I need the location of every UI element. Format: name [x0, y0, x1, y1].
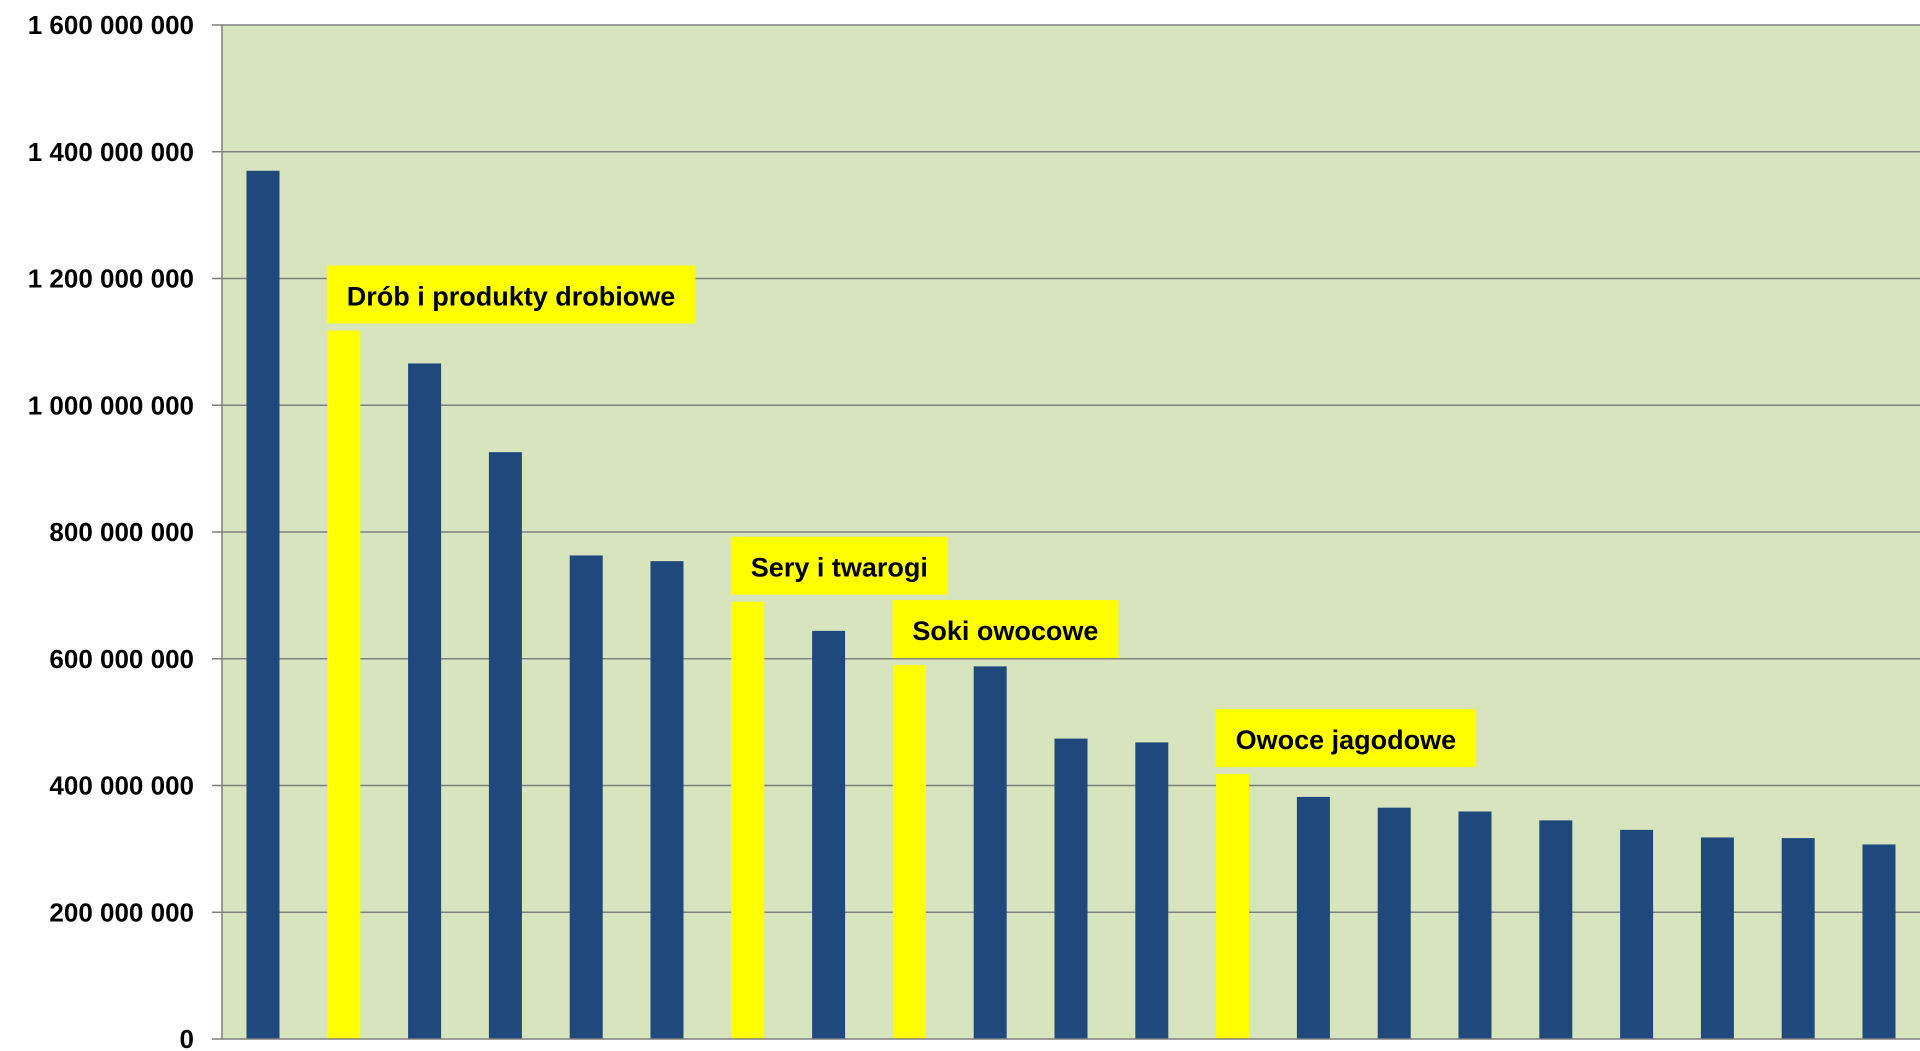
annotation-label: Owoce jagodowe	[1215, 709, 1477, 768]
bar	[408, 363, 442, 1039]
annotation-text: Owoce jagodowe	[1236, 725, 1457, 755]
annotation-box	[730, 536, 948, 595]
annotation-text: Soki owocowe	[912, 616, 1098, 646]
annotation-text: Drób i produkty drobiowe	[347, 281, 676, 311]
y-tick-label: 200 000 000	[49, 897, 194, 927]
y-tick-label: 0	[180, 1024, 194, 1051]
bar	[1296, 796, 1330, 1039]
y-tick-label: 400 000 000	[49, 771, 194, 801]
bar	[1781, 838, 1815, 1039]
annotations: Drób i produkty drobiowe Sery i twarogi So…	[326, 265, 1477, 768]
bar	[1700, 837, 1734, 1039]
annotation-label: Soki owocowe	[892, 600, 1119, 659]
bar	[246, 170, 280, 1039]
annotation-label: Drób i produkty drobiowe	[326, 265, 696, 324]
annotation-box	[326, 265, 696, 324]
bar	[1135, 742, 1169, 1039]
bar	[1458, 811, 1492, 1039]
bar-highlighted	[731, 601, 765, 1039]
y-tick-label: 1 000 000 000	[28, 390, 194, 420]
bar	[488, 452, 522, 1040]
y-tick-labels: 0 200 000 000 400 000 000 600 000 000 800 00…	[28, 10, 194, 1051]
bar	[1054, 738, 1088, 1039]
y-tick-label: 600 000 000	[49, 644, 194, 674]
y-axis	[212, 24, 1920, 1040]
bar	[973, 666, 1007, 1039]
bar	[650, 561, 684, 1039]
annotation-box	[1215, 709, 1477, 768]
annotation-text: Sery i twarogi	[751, 553, 928, 583]
bar-highlighted	[892, 665, 926, 1039]
y-tick-label: 1 200 000 000	[28, 264, 194, 294]
bar	[1377, 807, 1411, 1039]
bar	[569, 555, 603, 1039]
bar-highlighted	[327, 330, 361, 1039]
y-tick-label: 1 600 000 000	[28, 10, 194, 40]
bars	[246, 170, 1896, 1040]
bar-highlighted	[1216, 774, 1250, 1039]
bar	[1862, 844, 1896, 1039]
y-tick-label: 1 400 000 000	[28, 137, 194, 167]
bar	[1620, 829, 1654, 1039]
bar	[812, 630, 846, 1039]
annotation-label: Sery i twarogi	[730, 536, 948, 595]
bar	[1539, 820, 1573, 1039]
y-tick-label: 800 000 000	[49, 517, 194, 547]
annotation-box	[892, 600, 1119, 659]
